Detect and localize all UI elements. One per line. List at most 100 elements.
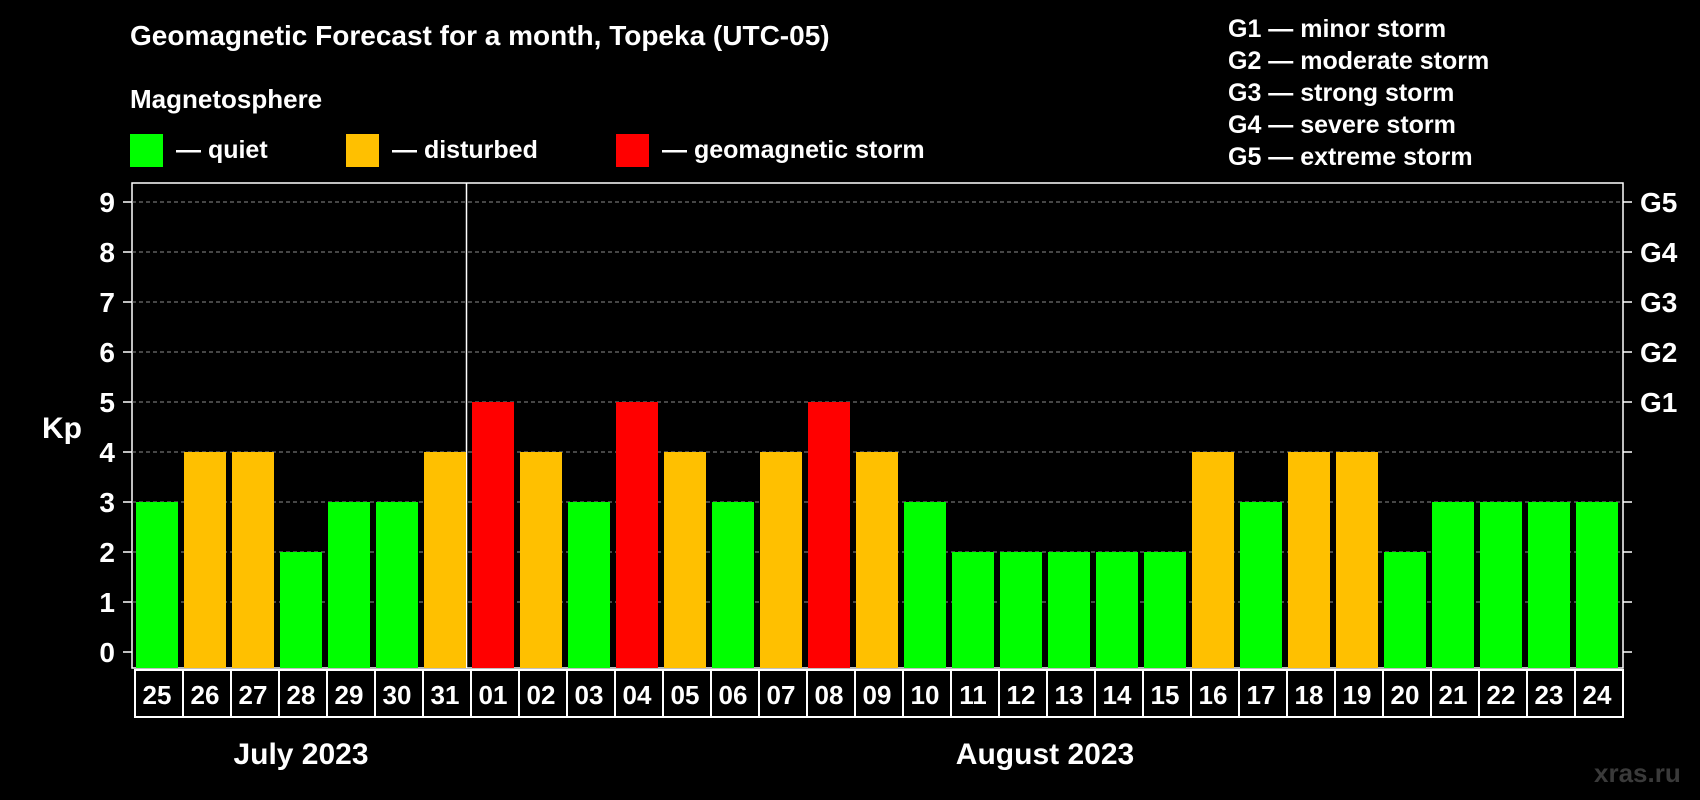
legend-label-quiet: — quiet <box>176 136 268 164</box>
y-axis-label: Kp <box>42 412 82 445</box>
x-tick-label: 07 <box>767 680 796 710</box>
x-tick-label: 17 <box>1247 680 1276 710</box>
g-scale-item-g5: G5 — extreme storm <box>1228 143 1473 171</box>
x-tick-label: 20 <box>1391 680 1420 710</box>
g-scale-item-g4: G4 — severe storm <box>1228 111 1456 139</box>
legend-quiet: — quiet <box>130 134 268 167</box>
x-tick-label: 29 <box>335 680 364 710</box>
x-tick-label: 11 <box>959 680 987 710</box>
g-scale-item-g2: G2 — moderate storm <box>1228 47 1490 75</box>
bar <box>1432 502 1474 668</box>
x-tick-label: 05 <box>671 680 700 710</box>
bar <box>280 552 322 668</box>
g-scale-list: G1 — minor storm G2 — moderate storm G3 … <box>1228 13 1489 173</box>
x-tick-label: 31 <box>431 680 460 710</box>
g-level-label: G5 <box>1640 187 1677 218</box>
x-tick-label: 23 <box>1535 680 1564 710</box>
y-tick-label: 8 <box>99 237 115 268</box>
g-level-label: G1 <box>1640 387 1677 418</box>
bar <box>568 502 610 668</box>
y-tick-label: 5 <box>99 387 115 418</box>
legend-swatch-storm <box>616 134 649 167</box>
month-label: August 2023 <box>956 738 1134 771</box>
watermark: xras.ru <box>1594 758 1681 788</box>
legend-swatch-disturbed <box>346 134 379 167</box>
bar <box>232 452 274 668</box>
bar <box>376 502 418 668</box>
g-scale-item-g1: G1 — minor storm <box>1228 15 1447 43</box>
bar <box>760 452 802 668</box>
chart-subtitle: Magnetosphere <box>130 84 323 114</box>
g-scale-item-g3: G3 — strong storm <box>1228 79 1455 107</box>
bar <box>664 452 706 668</box>
bar <box>1192 452 1234 668</box>
x-tick-label: 24 <box>1583 680 1612 710</box>
x-tick-label: 13 <box>1055 680 1084 710</box>
bar <box>1240 502 1282 668</box>
bar <box>1000 552 1042 668</box>
bar <box>616 402 658 668</box>
bar <box>472 402 514 668</box>
x-tick-label: 15 <box>1151 680 1180 710</box>
x-tick-label: 02 <box>527 680 556 710</box>
bar <box>184 452 226 668</box>
day-cell <box>1574 669 1624 718</box>
x-tick-label: 19 <box>1343 680 1372 710</box>
x-tick-label: 28 <box>287 680 316 710</box>
bar <box>328 502 370 668</box>
x-tick-label: 04 <box>623 680 652 710</box>
x-tick-label: 25 <box>143 680 172 710</box>
legend-label-storm: — geomagnetic storm <box>662 136 925 164</box>
legend-swatch-quiet <box>130 134 163 167</box>
x-tick-label: 30 <box>383 680 412 710</box>
legend-disturbed: — disturbed <box>346 134 538 167</box>
g-level-label: G2 <box>1640 337 1677 368</box>
g-level-label: G3 <box>1640 287 1677 318</box>
x-tick-label: 18 <box>1295 680 1324 710</box>
bar <box>1144 552 1186 668</box>
x-tick-label: 01 <box>479 680 508 710</box>
bar <box>1384 552 1426 668</box>
x-tick-label: 10 <box>911 680 940 710</box>
bar <box>1528 502 1570 668</box>
y-tick-label: 6 <box>99 337 115 368</box>
x-tick-label: 21 <box>1439 680 1468 710</box>
bar <box>952 552 994 668</box>
month-label: July 2023 <box>233 738 368 771</box>
bar <box>1336 452 1378 668</box>
x-tick-label: 12 <box>1007 680 1036 710</box>
y-tick-label: 1 <box>99 587 115 618</box>
x-tick-label: 27 <box>239 680 268 710</box>
bar <box>808 402 850 668</box>
legend-storm: — geomagnetic storm <box>616 134 925 167</box>
bar <box>1096 552 1138 668</box>
bar <box>136 502 178 668</box>
x-tick-label: 08 <box>815 680 844 710</box>
x-tick-label: 16 <box>1199 680 1228 710</box>
y-tick-label: 7 <box>99 287 115 318</box>
bar <box>1576 502 1618 668</box>
x-tick-label: 03 <box>575 680 604 710</box>
bar <box>424 452 466 668</box>
x-tick-label: 09 <box>863 680 892 710</box>
bar <box>520 452 562 668</box>
x-tick-label: 14 <box>1103 680 1132 710</box>
chart-title: Geomagnetic Forecast for a month, Topeka… <box>130 20 830 51</box>
y-tick-label: 0 <box>99 637 115 668</box>
bar <box>1480 502 1522 668</box>
x-tick-label: 22 <box>1487 680 1516 710</box>
y-tick-label: 9 <box>99 187 115 218</box>
bar <box>856 452 898 668</box>
bar <box>904 502 946 668</box>
y-tick-label: 4 <box>99 437 115 468</box>
y-tick-label: 2 <box>99 537 115 568</box>
g-level-label: G4 <box>1640 237 1678 268</box>
x-tick-label: 26 <box>191 680 220 710</box>
x-tick-label: 06 <box>719 680 748 710</box>
legend-label-disturbed: — disturbed <box>392 136 538 164</box>
bar <box>712 502 754 668</box>
bar <box>1288 452 1330 668</box>
y-tick-label: 3 <box>99 487 115 518</box>
bar <box>1048 552 1090 668</box>
